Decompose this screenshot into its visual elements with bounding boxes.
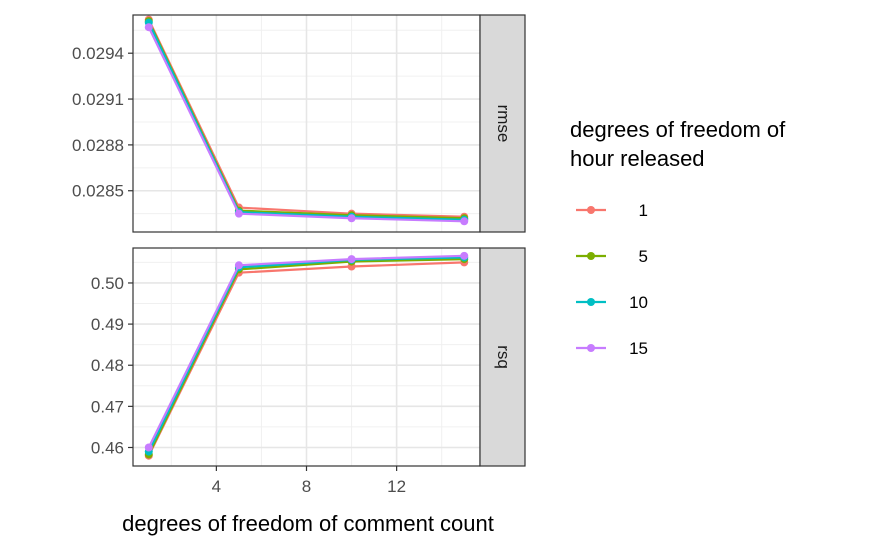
y-tick-label: 0.50 [91,274,124,293]
x-tick-label: 8 [302,477,311,496]
legend-label: 1 [639,201,648,220]
y-tick-label: 0.0288 [72,136,124,155]
legend-key-point [587,206,595,214]
data-point-15 [347,255,356,264]
y-tick-label: 0.0291 [72,90,124,109]
legend-title-line-1: degrees of freedom of [570,117,786,142]
data-point-15 [234,261,243,270]
legend-title-line-2: hour released [570,146,705,171]
series-line-10 [147,22,465,221]
y-tick-label: 0.49 [91,315,124,334]
y-tick-label: 0.47 [91,397,124,416]
series-line-10 [147,256,465,453]
series-line-15 [147,254,465,448]
data-point-15 [460,251,469,260]
series-line-15 [147,26,465,223]
y-tick-label: 0.0294 [72,44,124,63]
panel-rsq: 0.46 0.47 0.48 0.49 0.50 rsq 4 8 12 [91,247,526,496]
x-tick-label: 12 [387,477,406,496]
legend: degrees of freedom of hour released 1510… [570,117,786,358]
y-tick-label: 0.48 [91,356,124,375]
legend-label: 10 [629,293,648,312]
legend-key-point [587,298,595,306]
data-point-15 [144,443,153,452]
data-point-15 [460,217,469,226]
y-tick-label: 0.0285 [72,182,124,201]
data-point-15 [234,209,243,218]
facet-strip [479,14,526,233]
legend-label: 15 [629,339,648,358]
chart-panels: 0.0285 0.0288 0.0291 0.0294 rmse 0.46 0.47 0.48… [72,14,526,496]
data-point-15 [144,23,153,32]
legend-label: 5 [639,247,648,266]
facet-strip [479,247,526,467]
panel-rmse: 0.0285 0.0288 0.0291 0.0294 rmse [72,14,526,233]
x-tick-label: 4 [212,477,221,496]
legend-key-point [587,252,595,260]
y-tick-label: 0.46 [91,438,124,457]
legend-item-1: 1 [576,201,648,220]
legend-item-15: 15 [576,339,648,358]
data-point-15 [347,214,356,223]
x-axis-title: degrees of freedom of comment count [122,511,494,536]
facet-strip-label: rmse [494,105,513,143]
legend-item-10: 10 [576,293,648,312]
legend-key-point [587,344,595,352]
legend-item-5: 5 [576,247,648,266]
facet-strip-label: rsq [494,345,513,369]
